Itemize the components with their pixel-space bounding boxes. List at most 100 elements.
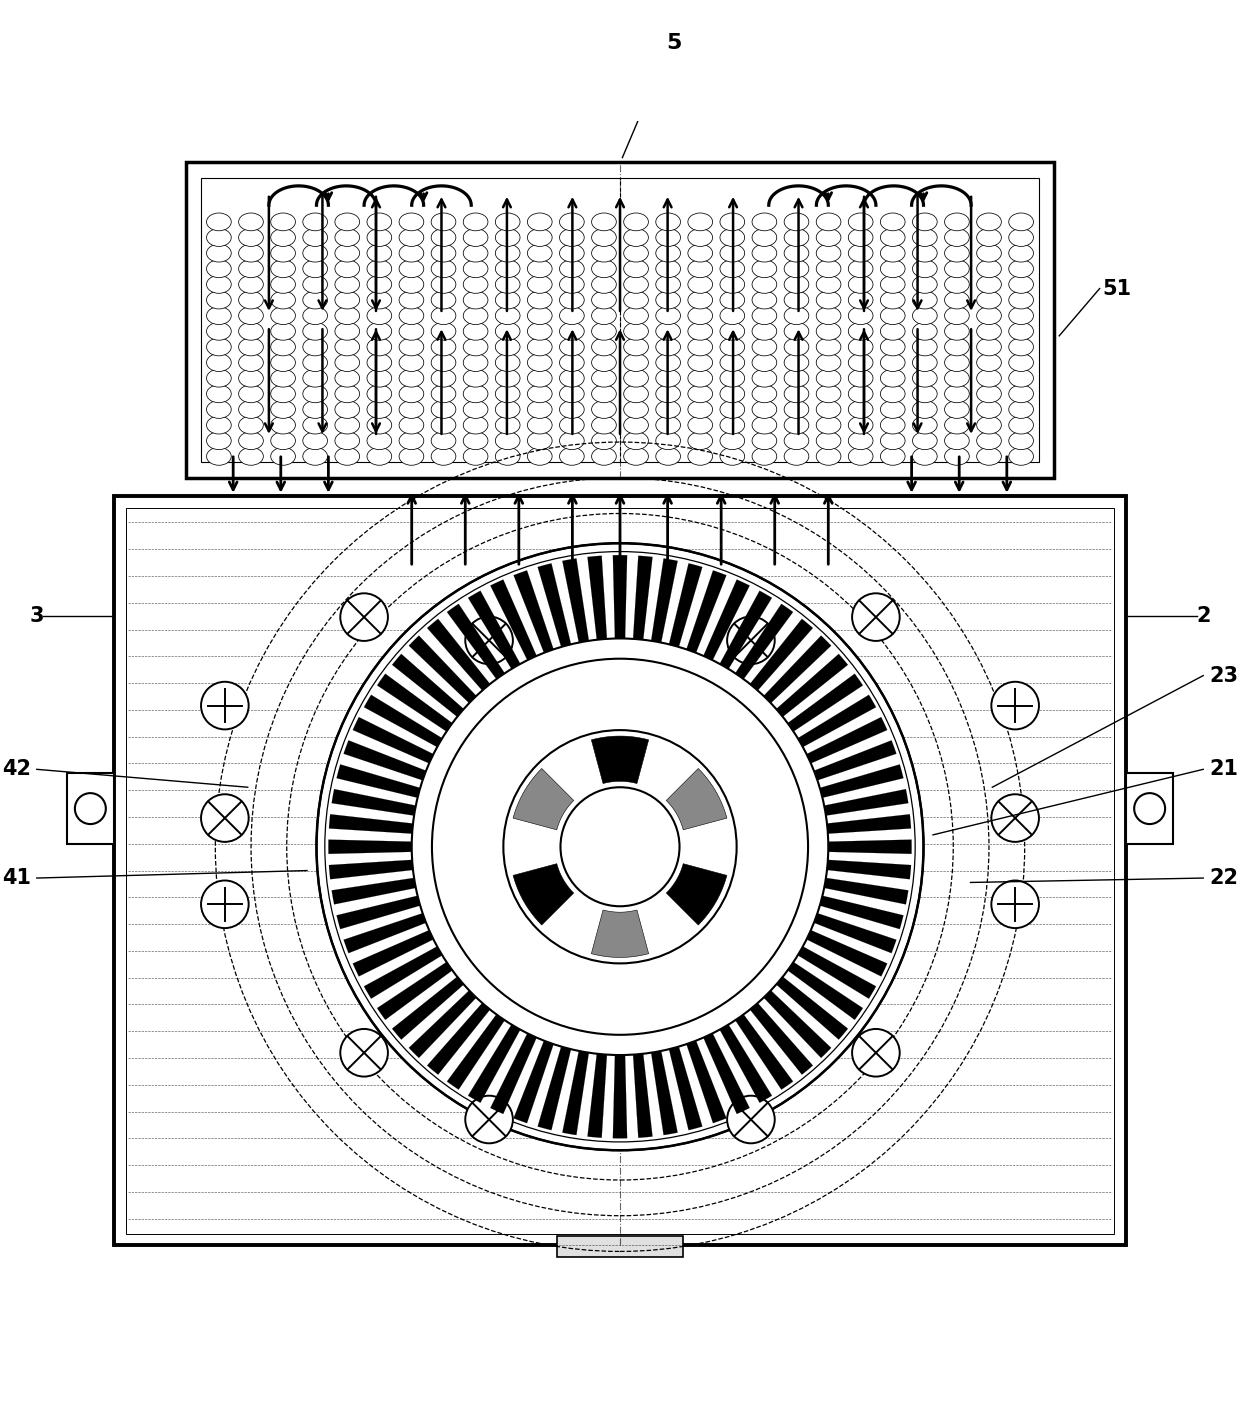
Polygon shape [703, 580, 750, 660]
Ellipse shape [238, 353, 263, 372]
Ellipse shape [656, 447, 681, 465]
Polygon shape [651, 559, 677, 643]
Ellipse shape [977, 400, 1002, 419]
Ellipse shape [432, 259, 456, 278]
Circle shape [1135, 794, 1166, 824]
Polygon shape [591, 737, 649, 784]
Polygon shape [820, 896, 904, 929]
Polygon shape [513, 768, 574, 829]
Ellipse shape [977, 432, 1002, 450]
Ellipse shape [270, 306, 295, 325]
Polygon shape [825, 878, 909, 905]
Ellipse shape [880, 291, 905, 309]
Ellipse shape [207, 306, 231, 325]
Ellipse shape [688, 259, 713, 278]
Circle shape [991, 881, 1039, 928]
Ellipse shape [495, 228, 520, 247]
Polygon shape [365, 946, 443, 999]
Ellipse shape [816, 385, 841, 403]
Ellipse shape [848, 259, 873, 278]
Ellipse shape [720, 338, 745, 356]
Ellipse shape [848, 432, 873, 450]
Ellipse shape [1009, 369, 1033, 388]
Ellipse shape [464, 322, 489, 341]
Polygon shape [827, 814, 911, 834]
Ellipse shape [527, 228, 552, 247]
Ellipse shape [399, 228, 424, 247]
Ellipse shape [495, 291, 520, 309]
Ellipse shape [559, 416, 584, 435]
Ellipse shape [688, 353, 713, 372]
Ellipse shape [270, 259, 295, 278]
Ellipse shape [720, 447, 745, 465]
Ellipse shape [559, 259, 584, 278]
Ellipse shape [784, 228, 808, 247]
Ellipse shape [880, 385, 905, 403]
Ellipse shape [270, 432, 295, 450]
Polygon shape [490, 580, 537, 660]
Ellipse shape [527, 400, 552, 419]
Ellipse shape [913, 291, 937, 309]
Polygon shape [409, 990, 476, 1057]
Ellipse shape [495, 416, 520, 435]
Ellipse shape [270, 291, 295, 309]
Ellipse shape [945, 385, 970, 403]
Ellipse shape [399, 259, 424, 278]
Polygon shape [513, 1040, 553, 1123]
Ellipse shape [464, 338, 489, 356]
Ellipse shape [303, 447, 327, 465]
Ellipse shape [207, 228, 231, 247]
Ellipse shape [367, 228, 392, 247]
Ellipse shape [270, 228, 295, 247]
Polygon shape [806, 931, 887, 976]
Ellipse shape [238, 212, 263, 231]
Polygon shape [764, 990, 831, 1057]
Ellipse shape [207, 416, 231, 435]
Circle shape [991, 681, 1039, 730]
Ellipse shape [559, 228, 584, 247]
Polygon shape [329, 814, 413, 834]
Ellipse shape [624, 432, 649, 450]
Ellipse shape [720, 228, 745, 247]
Ellipse shape [751, 275, 776, 294]
Ellipse shape [464, 447, 489, 465]
Ellipse shape [591, 385, 616, 403]
Circle shape [503, 730, 737, 963]
Ellipse shape [816, 432, 841, 450]
Ellipse shape [207, 275, 231, 294]
Ellipse shape [591, 400, 616, 419]
Ellipse shape [880, 228, 905, 247]
Ellipse shape [559, 385, 584, 403]
Ellipse shape [913, 400, 937, 419]
Ellipse shape [591, 275, 616, 294]
Ellipse shape [367, 416, 392, 435]
Polygon shape [719, 1025, 773, 1103]
Ellipse shape [464, 212, 489, 231]
Ellipse shape [270, 353, 295, 372]
Ellipse shape [816, 400, 841, 419]
Ellipse shape [848, 306, 873, 325]
Ellipse shape [495, 322, 520, 341]
Ellipse shape [1009, 275, 1033, 294]
Circle shape [560, 787, 680, 906]
Ellipse shape [1009, 447, 1033, 465]
Ellipse shape [880, 369, 905, 388]
Ellipse shape [688, 338, 713, 356]
Ellipse shape [559, 432, 584, 450]
Ellipse shape [688, 212, 713, 231]
Text: 42: 42 [1, 760, 31, 779]
Ellipse shape [688, 322, 713, 341]
Ellipse shape [527, 322, 552, 341]
Ellipse shape [816, 212, 841, 231]
Ellipse shape [816, 291, 841, 309]
Ellipse shape [751, 447, 776, 465]
Ellipse shape [656, 228, 681, 247]
Ellipse shape [688, 400, 713, 419]
Ellipse shape [784, 400, 808, 419]
Ellipse shape [464, 369, 489, 388]
Ellipse shape [399, 385, 424, 403]
Ellipse shape [1009, 385, 1033, 403]
Ellipse shape [559, 275, 584, 294]
Polygon shape [329, 839, 412, 854]
Ellipse shape [432, 400, 456, 419]
